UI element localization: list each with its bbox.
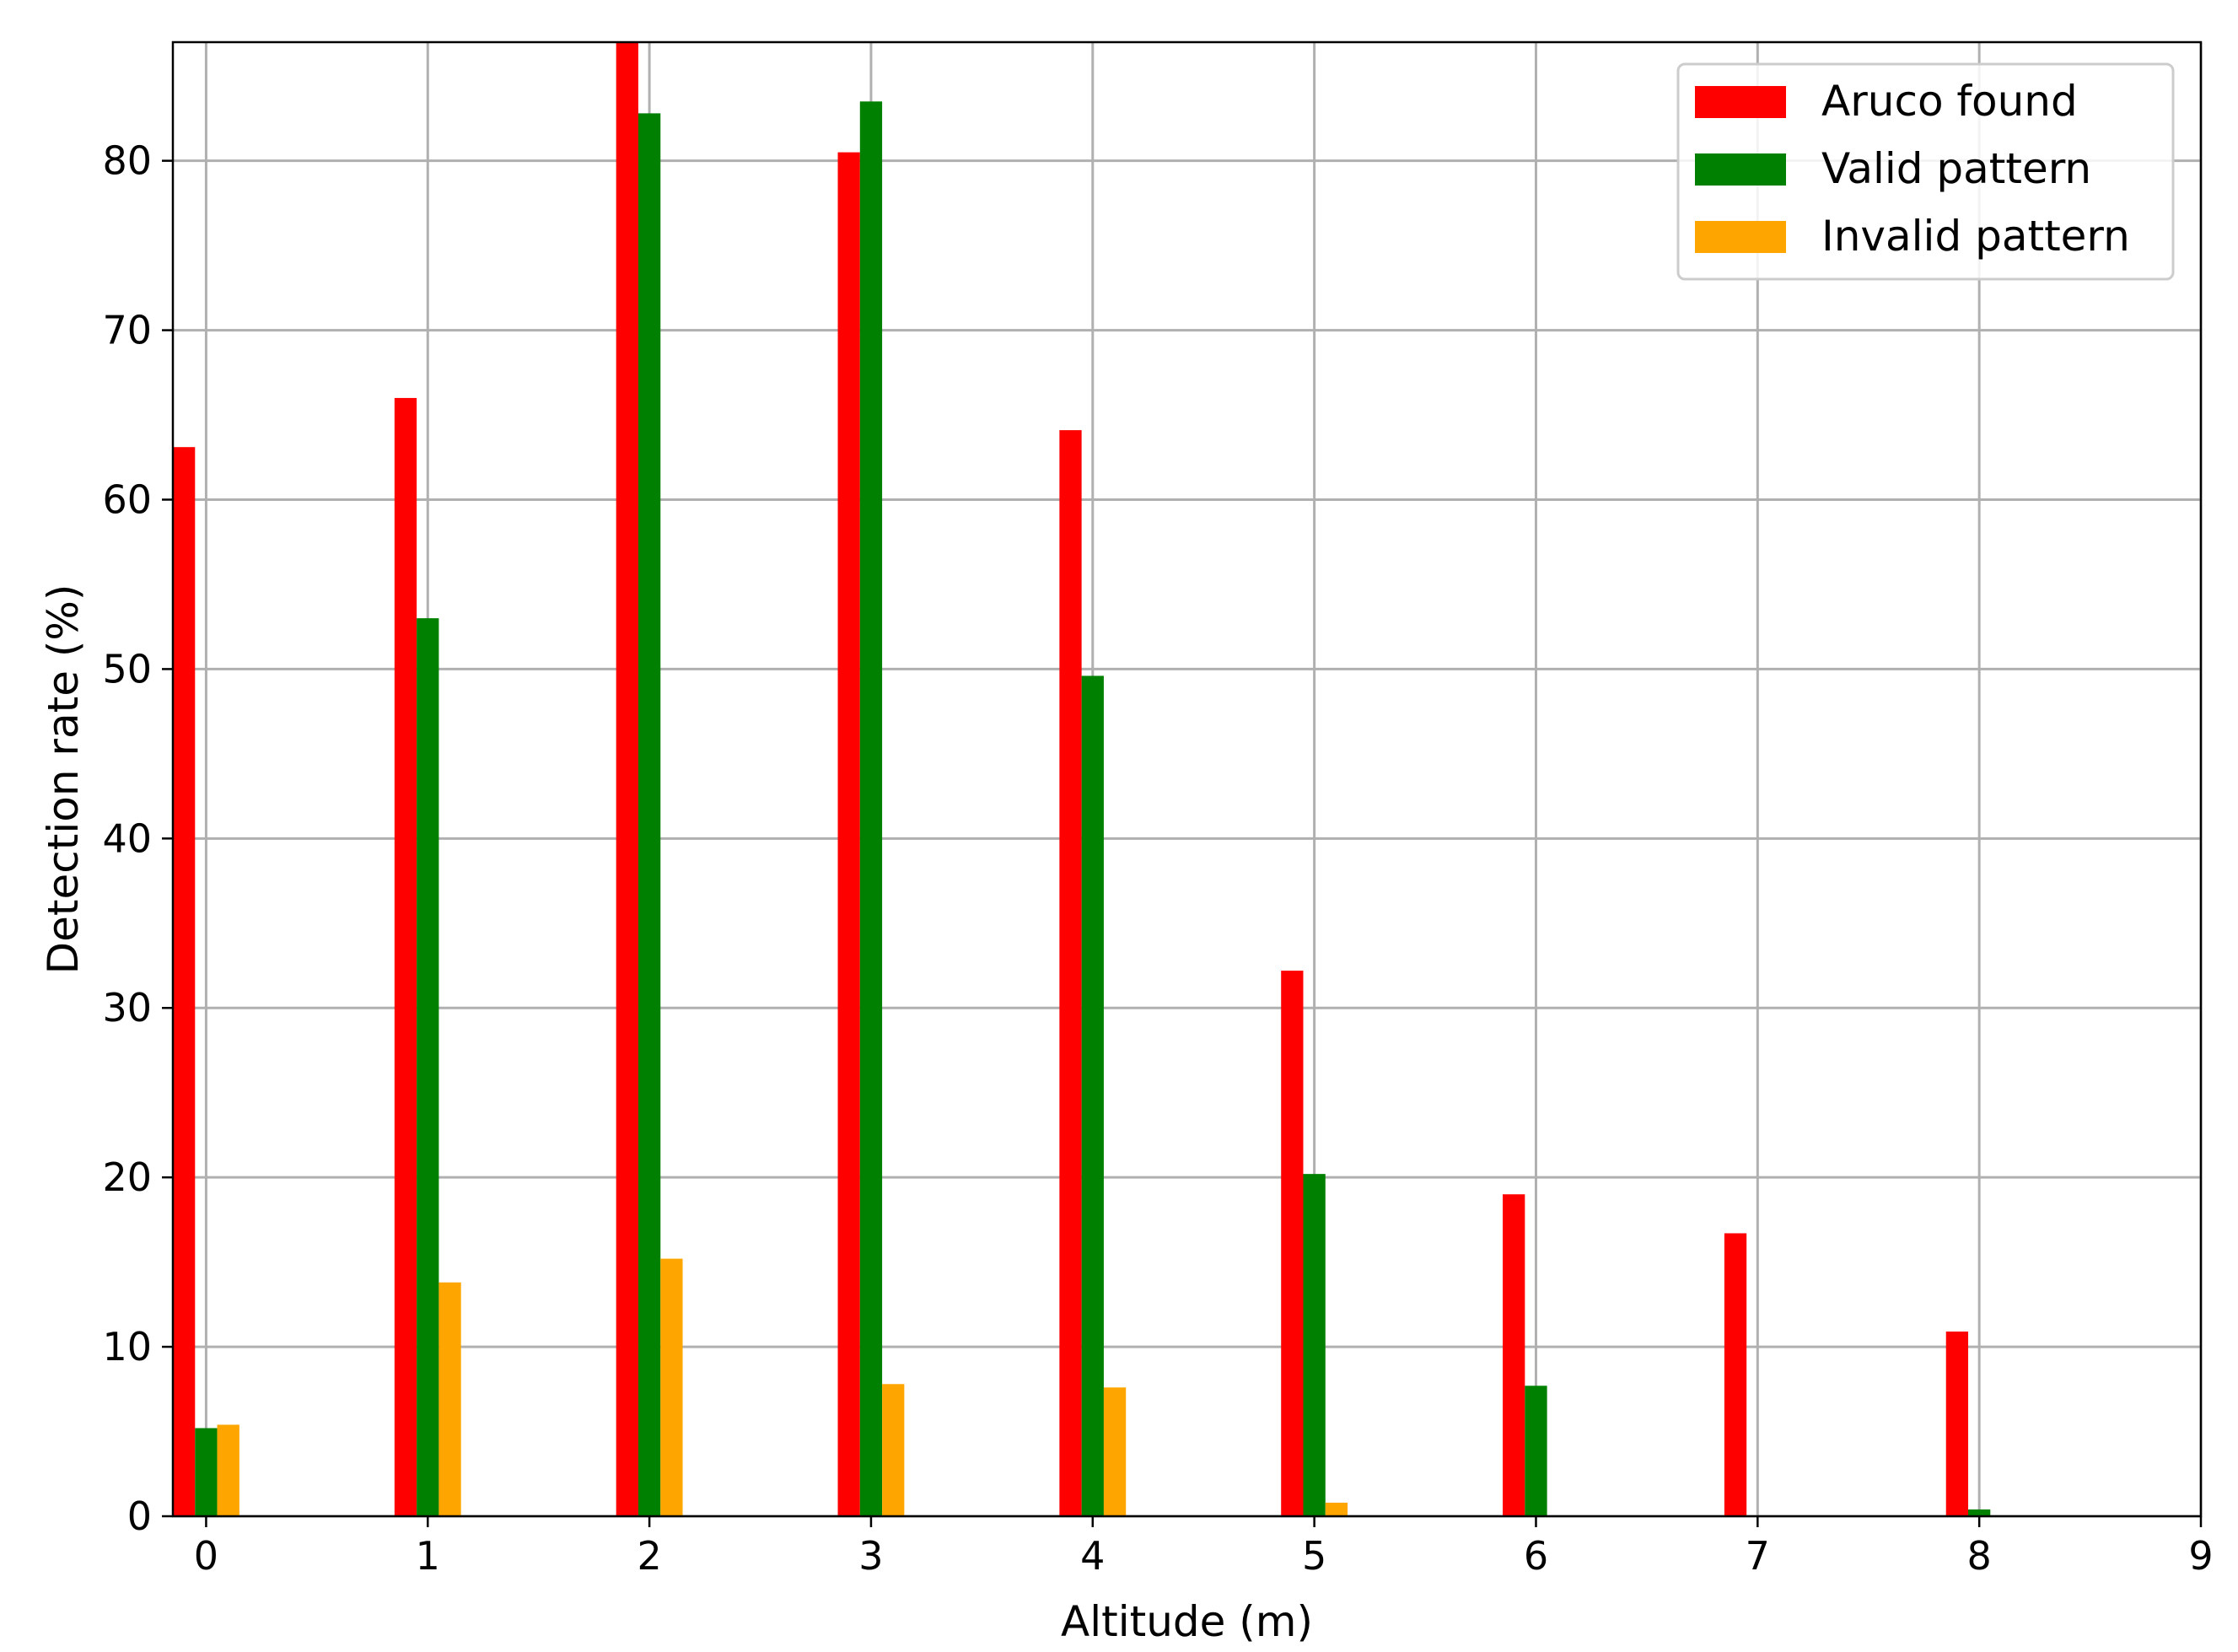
x-axis-label: Altitude (m) [1061,1597,1313,1646]
bar-aruco-found [173,447,196,1516]
y-tick-label: 60 [102,476,152,522]
y-tick-label: 40 [102,815,152,861]
legend-label: Invalid pattern [1821,212,2130,261]
x-tick-label: 8 [1967,1533,1992,1579]
bar-invalid-pattern [1103,1387,1127,1516]
bar-aruco-found [837,152,860,1517]
axis-ticks: 0 1 2 3 4 5 6 7 8 9 0 10 20 30 40 50 60 70 80 [102,138,2213,1579]
bar-invalid-pattern [1325,1502,1348,1516]
x-tick-label: 7 [1746,1533,1770,1579]
bar-invalid-pattern [882,1384,905,1516]
bar-aruco-found [616,42,638,1516]
bar-aruco-found [1945,1331,1969,1516]
legend-label: Valid pattern [1821,144,2091,193]
bar-valid-pattern [638,113,661,1516]
bar-valid-pattern [1303,1174,1326,1516]
bar-valid-pattern [417,618,439,1516]
bar-valid-pattern [859,101,883,1517]
bar-aruco-found [1724,1233,1747,1516]
x-tick-label: 0 [194,1533,218,1579]
bar-aruco-found [1059,430,1082,1517]
bar-aruco-found [394,397,417,1516]
x-tick-label: 2 [637,1533,661,1579]
legend-box [1676,62,2175,281]
y-tick-label: 50 [102,646,152,691]
x-tick-label: 9 [2188,1533,2213,1579]
bar-invalid-pattern [438,1282,461,1516]
legend-swatch [1695,221,1786,253]
bar-invalid-pattern [660,1258,683,1516]
bar-aruco-found [1503,1194,1525,1516]
y-tick-label: 10 [102,1324,152,1369]
bar-valid-pattern [1525,1386,1547,1516]
y-axis-label: Detection rate (%) [39,584,88,975]
y-tick-label: 30 [102,985,152,1030]
bar-valid-pattern [195,1428,218,1516]
x-tick-label: 4 [1080,1533,1105,1579]
bars [173,42,1991,1517]
x-tick-label: 5 [1302,1533,1326,1579]
legend-swatch [1695,153,1786,186]
y-tick-label: 70 [102,308,152,353]
plot-frame [171,40,2203,1518]
y-tick-label: 80 [102,138,152,184]
legend: Aruco found Valid pattern Invalid pattern [1676,62,2175,281]
legend-label: Aruco found [1821,77,2078,126]
x-tick-label: 6 [1524,1533,1548,1579]
y-tick-label: 20 [102,1154,152,1200]
x-tick-label: 1 [416,1533,440,1579]
bar-aruco-found [1281,971,1304,1516]
y-tick-label: 0 [127,1493,152,1539]
bar-invalid-pattern [217,1424,239,1516]
bar-valid-pattern [1081,675,1104,1516]
bar-valid-pattern [1968,1509,1991,1516]
legend-swatch [1695,86,1786,118]
x-tick-label: 3 [858,1533,883,1579]
